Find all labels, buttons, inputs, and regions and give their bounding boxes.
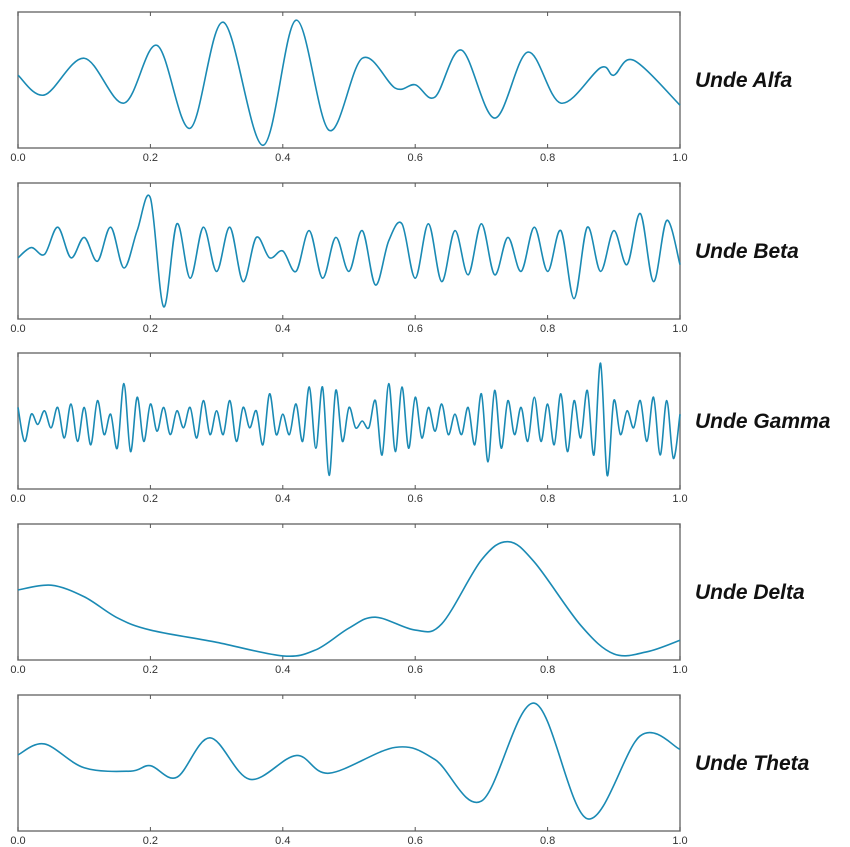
x-tick-label: 0.4 xyxy=(275,835,290,847)
x-tick-label: 0.8 xyxy=(540,835,555,847)
panel-title: Unde Delta xyxy=(695,581,805,604)
panel-title: Unde Theta xyxy=(695,752,810,775)
x-tick-label: 1.0 xyxy=(672,323,687,335)
x-tick-label: 0.4 xyxy=(275,493,290,505)
plot-frame xyxy=(17,11,681,149)
plot-frame xyxy=(17,182,681,320)
wave-line xyxy=(17,194,681,308)
panel-title: Unde Gamma xyxy=(695,410,831,433)
wave-line xyxy=(17,702,681,820)
x-tick-label: 0.0 xyxy=(10,835,25,847)
x-tick-label: 0.6 xyxy=(408,152,423,164)
x-tick-label: 0.8 xyxy=(540,493,555,505)
x-tick-label: 1.0 xyxy=(672,493,687,505)
x-tick-label: 0.8 xyxy=(540,664,555,676)
wave-line xyxy=(17,19,681,147)
x-tick-label: 0.2 xyxy=(143,323,158,335)
plot-frame xyxy=(17,523,681,661)
x-tick-label: 1.0 xyxy=(672,152,687,164)
x-tick-label: 0.6 xyxy=(408,664,423,676)
x-tick-label: 1.0 xyxy=(672,664,687,676)
x-tick-label: 0.6 xyxy=(408,493,423,505)
plot-frame xyxy=(17,352,681,490)
x-tick-label: 1.0 xyxy=(672,835,687,847)
wave-line xyxy=(17,362,681,477)
x-tick-label: 0.4 xyxy=(275,323,290,335)
panel-title: Unde Beta xyxy=(695,240,799,263)
x-tick-label: 0.0 xyxy=(10,493,25,505)
x-tick-label: 0.2 xyxy=(143,664,158,676)
x-tick-label: 0.8 xyxy=(540,323,555,335)
x-tick-label: 0.6 xyxy=(408,835,423,847)
x-tick-label: 0.4 xyxy=(275,152,290,164)
x-tick-label: 0.2 xyxy=(143,835,158,847)
x-tick-label: 0.0 xyxy=(10,152,25,164)
x-tick-label: 0.4 xyxy=(275,664,290,676)
x-tick-label: 0.8 xyxy=(540,152,555,164)
x-tick-label: 0.6 xyxy=(408,323,423,335)
x-tick-label: 0.2 xyxy=(143,493,158,505)
x-tick-label: 0.0 xyxy=(10,323,25,335)
wave-line xyxy=(17,540,681,658)
x-tick-label: 0.0 xyxy=(10,664,25,676)
panel-title: Unde Alfa xyxy=(695,69,793,92)
x-tick-label: 0.2 xyxy=(143,152,158,164)
plot-frame xyxy=(17,694,681,832)
